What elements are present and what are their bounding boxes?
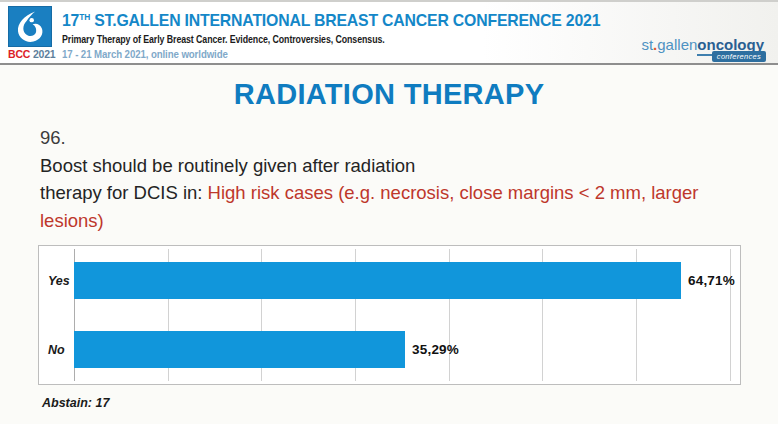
conference-title-sup: TH [79,12,90,22]
bcc-logo-text: BCC [8,48,30,60]
poll-chart-rows: Yes 64,71% No 35,29% [39,246,740,384]
conference-title: 17TH ST.GALLEN INTERNATIONAL BREAST CANC… [62,6,600,32]
bcc-logo-caption: BCC 2021 [8,48,58,60]
question-line2: therapy for DCIS in: High risk cases (e.… [40,179,726,234]
brand-gallen: gallen [657,36,697,53]
chart-row-yes: Yes 64,71% [39,246,740,315]
question-line1: Boost should be routinely given after ra… [40,152,726,180]
conference-title-prefix: 17 [62,11,79,30]
bcc-drop-icon [11,9,49,45]
bcc-logo: BCC 2021 [8,6,58,60]
stgallen-oncology-logo: st.gallenoncology conferences [641,36,764,53]
question-number: 96. [40,124,726,152]
question-text-black: therapy for DCIS in: [40,182,208,203]
header-text-block: 17TH ST.GALLEN INTERNATIONAL BREAST CANC… [62,6,641,62]
conference-header: BCC 2021 17TH ST.GALLEN INTERNATIONAL BR… [0,2,778,65]
category-label: No [39,343,74,357]
category-label: Yes [39,274,74,288]
brand-conferences-badge: conferences [712,51,766,62]
bar-track: 64,71% [74,262,740,299]
slide-root: { "header": { "logo": { "name": "BCC", "… [0,0,778,424]
question-block: 96. Boost should be routinely given afte… [40,124,726,234]
bar-track: 35,29% [74,331,740,368]
brand-st: st [641,36,653,53]
bcc-logo-square [8,6,52,47]
abstain-note: Abstain: 17 [42,396,109,410]
bar-no [74,331,405,368]
conference-title-rest: ST.GALLEN INTERNATIONAL BREAST CANCER CO… [90,11,600,30]
bar-yes [74,262,681,299]
bcc-logo-year: 2021 [33,48,56,60]
chart-row-no: No 35,29% [39,315,740,384]
conference-dates: 17 - 21 March 2021, online worldwide [62,47,595,62]
value-label: 64,71% [688,273,735,288]
poll-chart: Yes 64,71% No 35,29% [38,245,741,385]
page-title: RADIATION THERAPY [0,78,778,111]
conference-subtitle: Primary Therapy of Early Breast Cancer. … [62,32,548,47]
value-label: 35,29% [412,342,459,357]
